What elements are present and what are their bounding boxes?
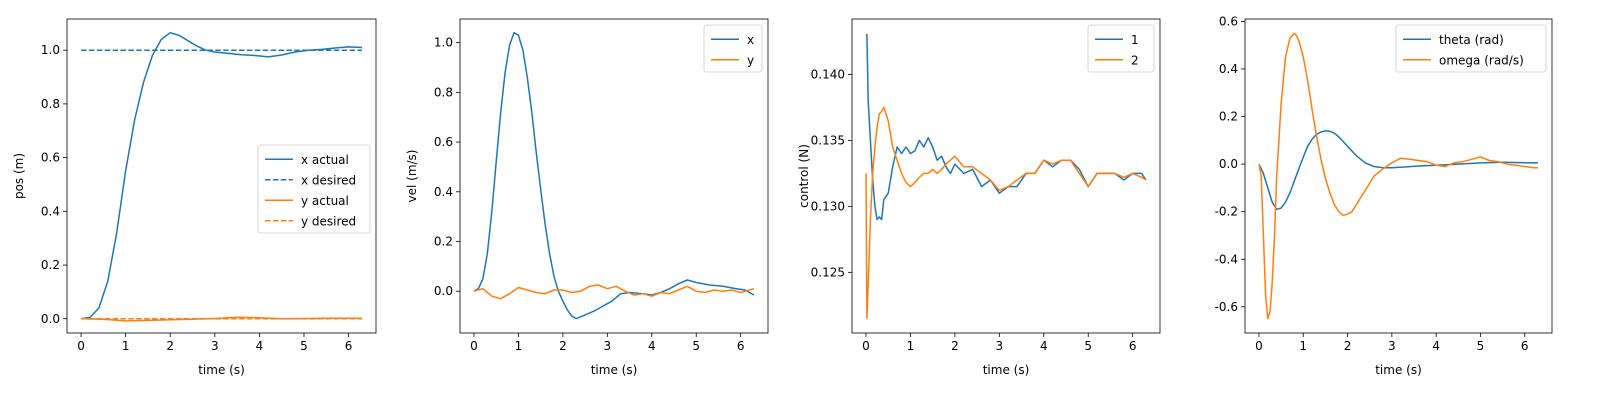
series-line-2 <box>1258 32 1538 320</box>
y-tick-label: 0.2 <box>434 235 453 249</box>
y-tick-label: 1.0 <box>41 43 60 57</box>
x-tick-label: 4 <box>256 339 264 353</box>
x-axis-label: time (s) <box>198 363 245 377</box>
x-tick-label: 6 <box>1521 339 1529 353</box>
x-tick-label: 3 <box>996 339 1004 353</box>
legend-box <box>257 144 371 234</box>
chart-1: 0 1 2 3 4 5 6 0.0 0.2 0.4 0.6 0.8 1.0 time (s) pos (m)… <box>12 18 377 377</box>
chart-4: 0 1 2 3 4 5 6 -0.6 -0.4 -0.2 0.0 0.2 0.4 0.6 time (s) t… <box>1215 14 1553 377</box>
series-line-2 <box>865 106 1147 320</box>
x-tick-label: 5 <box>1084 339 1092 353</box>
y-tick-label: 1.0 <box>434 36 453 50</box>
y-tick-label: 0.6 <box>41 151 60 165</box>
x-tick-label: 2 <box>559 339 567 353</box>
series-group <box>1258 32 1539 320</box>
legend-label: x desired <box>301 173 356 187</box>
x-tick-label: 1 <box>907 339 915 353</box>
x-tick-label: 1 <box>1299 339 1307 353</box>
legend-label: y <box>747 53 754 67</box>
legend-label: omega (rad/s) <box>1439 53 1524 67</box>
y-tick-label: 0.2 <box>41 258 60 272</box>
legend: xy <box>703 24 763 73</box>
legend: theta (rad) omega (rad/s) <box>1395 24 1547 73</box>
y-tick-label: 0.0 <box>434 284 453 298</box>
legend-label: x actual <box>301 153 349 167</box>
x-axis-label: time (s) <box>591 363 638 377</box>
y-tick-label: 0.140 <box>811 67 845 81</box>
legend-label: y desired <box>301 214 356 228</box>
x-tick-label: 1 <box>122 339 130 353</box>
x-tick-label: 5 <box>692 339 700 353</box>
x-tick-label: 4 <box>648 339 656 353</box>
series-line-2 <box>473 284 755 300</box>
y-tick-label: 0.4 <box>1219 62 1238 76</box>
y-tick-label: 0.8 <box>434 85 453 99</box>
x-tick-label: 3 <box>1388 339 1396 353</box>
legend-label: theta (rad) <box>1439 33 1504 47</box>
axes-frame <box>1244 18 1553 334</box>
x-tick-label: 2 <box>166 339 174 353</box>
axes-frame <box>459 18 769 334</box>
legend-label: 1 <box>1131 33 1139 47</box>
x-tick-label: 2 <box>951 339 959 353</box>
y-tick-label: 0.4 <box>41 204 60 218</box>
axes-frame <box>66 18 377 334</box>
legend-label: 2 <box>1131 53 1139 67</box>
y-tick-label: -0.4 <box>1215 252 1238 266</box>
x-axis-label: time (s) <box>1375 363 1422 377</box>
legend-box <box>1087 24 1155 73</box>
y-tick-label: 0.135 <box>811 133 845 147</box>
legend-label: x <box>747 33 754 47</box>
x-tick-label: 6 <box>345 339 353 353</box>
y-tick-label: 0.0 <box>41 312 60 326</box>
y-tick-label: 0.4 <box>434 185 453 199</box>
series-group <box>865 34 1147 320</box>
x-tick-label: 5 <box>300 339 308 353</box>
x-tick-label: 3 <box>211 339 219 353</box>
y-tick-label: -0.2 <box>1215 205 1238 219</box>
x-tick-label: 4 <box>1040 339 1048 353</box>
axes-frame <box>851 18 1161 334</box>
y-axis-label: vel (m/s) <box>405 150 419 203</box>
x-tick-label: 0 <box>77 339 85 353</box>
x-tick-label: 5 <box>1477 339 1485 353</box>
x-tick-label: 1 <box>515 339 523 353</box>
x-tick-label: 6 <box>1129 339 1137 353</box>
y-tick-label: 0.6 <box>434 135 453 149</box>
x-tick-label: 0 <box>470 339 478 353</box>
x-tick-label: 0 <box>1255 339 1263 353</box>
y-tick-label: 0.6 <box>1219 14 1238 28</box>
x-tick-label: 2 <box>1344 339 1352 353</box>
series-line-1 <box>473 31 755 320</box>
y-tick-label: 0.125 <box>811 265 845 279</box>
y-tick-label: -0.6 <box>1215 300 1238 314</box>
x-tick-label: 4 <box>1432 339 1440 353</box>
series-group <box>473 31 755 320</box>
x-tick-label: 6 <box>737 339 745 353</box>
legend-box <box>1395 24 1547 73</box>
series-line-1 <box>1258 130 1539 211</box>
y-tick-label: 0.130 <box>811 199 845 213</box>
x-axis-label: time (s) <box>983 363 1030 377</box>
x-tick-label: 0 <box>862 339 870 353</box>
legend: 12 <box>1087 24 1155 73</box>
chart-2: 0 1 2 3 4 5 6 0.0 0.2 0.4 0.6 0.8 1.0 time (s) vel (m/… <box>405 18 769 377</box>
legend-label: y actual <box>301 194 349 208</box>
y-tick-label: 0.0 <box>1219 157 1238 171</box>
legend: x actual x desired y actual y desired <box>257 144 371 234</box>
y-tick-label: 0.2 <box>1219 110 1238 124</box>
x-tick-label: 3 <box>604 339 612 353</box>
series-line-1 <box>866 34 1147 221</box>
y-tick-label: 0.8 <box>41 97 60 111</box>
series-group <box>80 31 363 322</box>
y-axis-label: control (N) <box>797 144 811 208</box>
y-axis-label: pos (m) <box>12 153 26 199</box>
